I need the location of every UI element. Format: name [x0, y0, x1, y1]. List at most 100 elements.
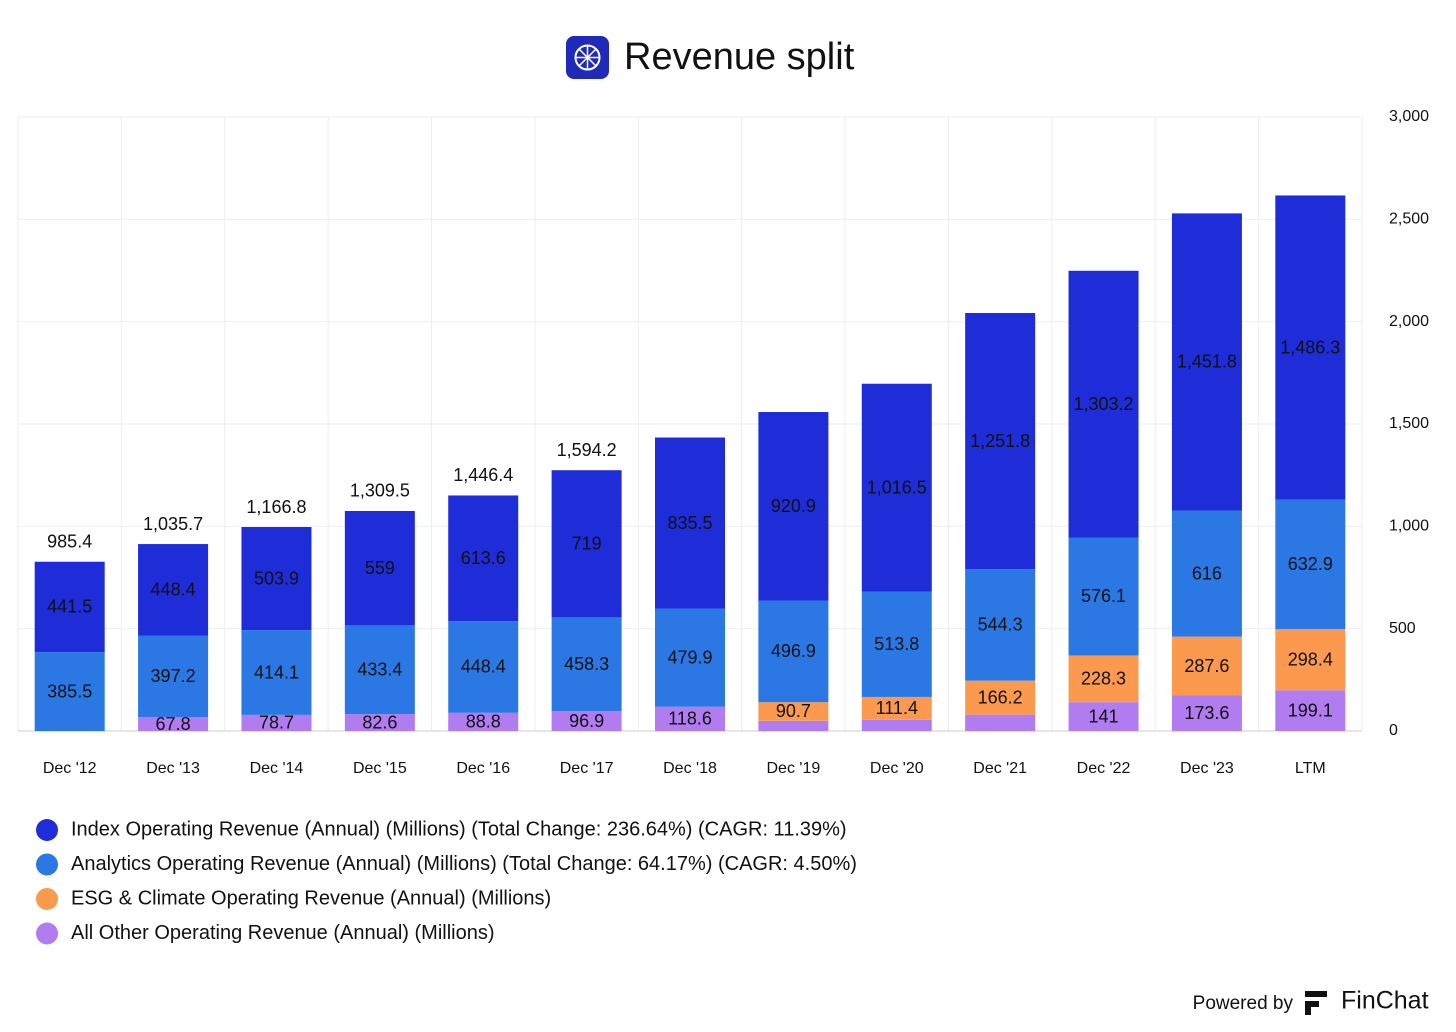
bar-segment	[861, 696, 932, 720]
bar-segment	[1068, 537, 1139, 656]
x-tick-label: Dec '16	[456, 760, 510, 777]
data-label: 118.6	[668, 709, 712, 729]
bar-segment	[344, 510, 415, 626]
data-label: 82.6	[362, 712, 397, 732]
powered-by: Powered by	[1193, 993, 1294, 1014]
bar-segment	[1068, 702, 1139, 731]
data-label: 559	[365, 558, 395, 578]
data-label: 173.6	[1184, 703, 1229, 723]
data-label: 228.3	[1081, 669, 1126, 689]
data-label: 433.4	[357, 659, 402, 679]
bar-segment	[655, 437, 725, 609]
data-label: 458.3	[564, 654, 609, 674]
data-label: 298.4	[1288, 649, 1333, 669]
bar-segment	[1171, 636, 1242, 696]
bar-segment	[861, 383, 932, 592]
bar-segment	[1171, 213, 1242, 511]
y-tick-label: 0	[1389, 722, 1398, 739]
title-icon-glyph	[575, 45, 600, 70]
bar-segment	[1171, 510, 1242, 637]
data-label: 835.5	[667, 513, 712, 533]
data-label: 576.1	[1081, 586, 1126, 606]
y-tick-label: 3,000	[1389, 108, 1429, 125]
data-label: 1,486.3	[1280, 337, 1340, 357]
bar-segment	[758, 412, 829, 601]
data-label: 67.8	[156, 714, 191, 734]
data-label: 385.5	[47, 681, 92, 701]
data-label: 397.2	[151, 666, 196, 686]
bar-segment	[138, 544, 209, 636]
x-tick-label: Dec '20	[870, 760, 924, 777]
bar-segment	[448, 712, 519, 731]
bar-segment	[965, 714, 1036, 731]
data-label: 616	[1192, 563, 1222, 583]
legend-marker	[36, 888, 58, 910]
bar-segment	[344, 625, 415, 715]
y-tick-label: 1,000	[1389, 518, 1429, 535]
data-label: 199.1	[1288, 700, 1333, 720]
x-tick-label: Dec '15	[353, 760, 407, 777]
x-tick-label: Dec '21	[973, 760, 1027, 777]
bar-segment	[758, 720, 829, 731]
total-label: 1,446.4	[453, 465, 513, 485]
data-label: 88.8	[466, 712, 501, 732]
bar-segment	[965, 680, 1036, 715]
data-label: 414.1	[254, 662, 299, 682]
legend-marker	[36, 819, 58, 841]
data-label: 448.4	[151, 580, 196, 600]
total-label: 1,166.8	[246, 497, 306, 517]
y-tick-label: 2,500	[1389, 211, 1429, 228]
legend-label: All Other Operating Revenue (Annual) (Mi…	[71, 922, 495, 944]
data-label: 1,016.5	[867, 478, 927, 498]
bar-segment	[448, 621, 519, 713]
data-label: 96.9	[569, 711, 604, 731]
bar-segment	[655, 608, 725, 707]
data-label: 513.8	[874, 634, 919, 654]
bar-segment	[551, 470, 622, 618]
y-tick-label: 2,000	[1389, 313, 1429, 330]
bar-segment	[1068, 655, 1139, 703]
x-tick-label: Dec '18	[663, 760, 717, 777]
bar-segment	[965, 313, 1036, 570]
data-label: 448.4	[461, 657, 506, 677]
data-label: 141	[1089, 706, 1119, 726]
x-tick-label: Dec '22	[1077, 760, 1131, 777]
legend-label: ESG & Climate Operating Revenue (Annual)…	[71, 887, 551, 909]
bar-segment	[34, 561, 105, 653]
data-label: 920.9	[771, 496, 816, 516]
bar-segment	[241, 714, 312, 731]
bar-segment	[1275, 690, 1346, 731]
x-tick-label: Dec '12	[43, 760, 97, 777]
bar-segment	[551, 617, 622, 712]
data-label: 166.2	[978, 687, 1023, 707]
data-label: 90.7	[776, 701, 811, 721]
bar-segment	[861, 591, 932, 697]
total-label: 985.4	[47, 531, 92, 551]
data-label: 479.9	[667, 647, 712, 667]
total-label: 1,035.7	[143, 514, 203, 534]
data-label: 441.5	[47, 597, 92, 617]
data-label: 544.3	[978, 615, 1023, 635]
data-label: 613.6	[461, 548, 506, 568]
bar-segment	[1068, 270, 1139, 538]
data-label: 632.9	[1288, 554, 1333, 574]
x-tick-label: Dec '17	[560, 760, 614, 777]
bar-segment	[1275, 629, 1346, 691]
y-tick-label: 500	[1389, 620, 1416, 637]
chart-title: Revenue split	[624, 36, 855, 78]
bar-segment	[448, 495, 519, 622]
data-label: 719	[572, 534, 602, 554]
data-label: 503.9	[254, 568, 299, 588]
bar-segment	[1275, 195, 1346, 500]
bar-segment	[1171, 695, 1242, 731]
total-label: 1,309.5	[350, 481, 410, 501]
x-tick-label: Dec '19	[767, 760, 821, 777]
total-label: 1,594.2	[557, 440, 617, 460]
legend-label: Index Operating Revenue (Annual) (Millio…	[71, 818, 847, 840]
data-label: 1,303.2	[1074, 394, 1134, 414]
bar-segment	[241, 527, 312, 631]
legend-label: Analytics Operating Revenue (Annual) (Mi…	[71, 853, 857, 875]
bar-segment	[758, 702, 829, 721]
bar-segment	[138, 717, 209, 731]
